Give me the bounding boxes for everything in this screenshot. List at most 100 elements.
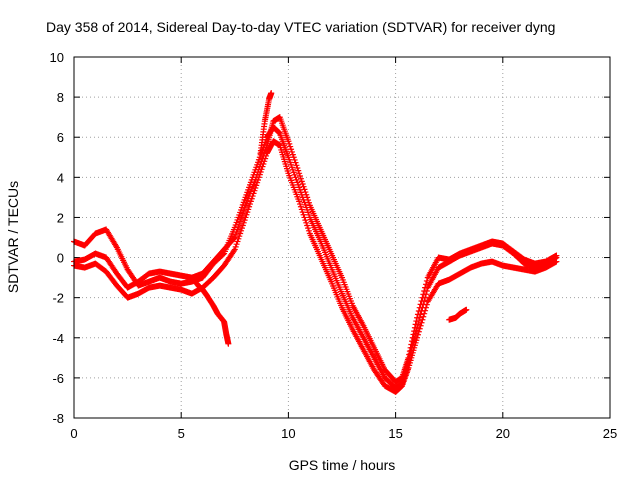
x-tick-label: 5 <box>178 426 185 441</box>
y-tick-labels: -8 -6 -4 -2 0 2 4 6 8 10 <box>50 50 64 426</box>
data-point <box>409 338 416 345</box>
data-point <box>237 230 244 237</box>
data-point <box>413 318 420 325</box>
data-point <box>231 234 238 241</box>
data-point <box>240 207 247 214</box>
data-point <box>237 218 244 225</box>
data-point <box>242 214 249 221</box>
data-point <box>418 319 425 326</box>
series-spike-near-9h <box>257 90 275 157</box>
data-point <box>420 313 427 320</box>
series-track-b <box>71 138 560 395</box>
data-point <box>241 205 248 212</box>
data-point <box>302 189 309 196</box>
data-point <box>300 183 307 190</box>
x-tick-label: 0 <box>70 426 77 441</box>
data-point <box>253 182 260 189</box>
data-layer <box>71 90 560 395</box>
y-tick-label: 4 <box>57 170 64 185</box>
data-point <box>408 341 415 348</box>
data-point <box>297 172 304 179</box>
data-point <box>238 213 245 220</box>
data-point <box>257 160 264 167</box>
data-point <box>296 170 303 177</box>
data-point <box>244 209 251 216</box>
data-point <box>417 322 424 329</box>
data-point <box>285 138 292 145</box>
x-tick-label: 25 <box>603 426 617 441</box>
y-tick-label: 8 <box>57 90 64 105</box>
data-point <box>240 219 247 226</box>
data-point <box>234 226 241 233</box>
data-point <box>232 243 239 250</box>
data-point <box>292 159 299 166</box>
data-point <box>301 214 308 221</box>
x-tick-label: 20 <box>496 426 510 441</box>
data-point <box>236 233 243 240</box>
data-point <box>287 143 294 150</box>
data-point <box>421 287 428 294</box>
data-point <box>419 294 426 301</box>
data-point <box>225 340 232 347</box>
data-point <box>255 166 262 173</box>
data-point <box>414 314 421 321</box>
data-point <box>422 281 429 288</box>
data-point <box>409 334 416 341</box>
data-point <box>297 203 304 210</box>
data-point <box>303 219 310 226</box>
x-axis-title: GPS time / hours <box>289 457 396 473</box>
data-point <box>254 179 261 186</box>
data-point <box>245 206 252 213</box>
data-point <box>241 217 248 224</box>
data-point <box>233 241 240 248</box>
data-point <box>294 164 301 171</box>
data-point <box>297 201 304 208</box>
data-point <box>268 90 275 97</box>
data-point <box>253 174 260 181</box>
data-point <box>422 284 429 291</box>
x-tick-label: 15 <box>388 426 402 441</box>
data-point <box>416 325 423 332</box>
x-tick-labels: 0 5 10 15 20 25 <box>70 426 617 441</box>
data-point <box>235 223 242 230</box>
grid-layer <box>74 57 610 418</box>
data-point <box>231 246 238 253</box>
data-point <box>304 194 311 201</box>
data-point <box>417 301 424 308</box>
data-point <box>246 203 253 210</box>
data-point <box>418 298 425 305</box>
data-point <box>305 225 312 232</box>
data-point <box>304 222 311 229</box>
data-point <box>422 307 429 314</box>
data-point <box>301 186 308 193</box>
data-point <box>406 348 413 355</box>
data-point <box>553 252 560 259</box>
data-point <box>303 191 310 198</box>
y-tick-label: 2 <box>57 210 64 225</box>
data-point <box>238 215 245 222</box>
data-point <box>232 231 239 238</box>
data-point <box>255 168 262 175</box>
data-point <box>407 344 414 351</box>
plot-frame <box>73 56 611 419</box>
data-point <box>300 211 307 218</box>
data-point <box>419 316 426 323</box>
data-point <box>422 304 429 311</box>
data-point <box>406 351 413 358</box>
data-point <box>421 310 428 317</box>
y-tick-label: 10 <box>50 50 64 65</box>
data-point <box>296 198 303 205</box>
y-tick-label: -8 <box>52 411 64 426</box>
data-point <box>553 258 560 265</box>
data-point <box>423 301 430 308</box>
y-tick-label: 6 <box>57 130 64 145</box>
data-point <box>256 163 263 170</box>
data-point <box>247 198 254 205</box>
data-point <box>259 155 266 162</box>
data-point <box>405 354 412 361</box>
data-point <box>410 331 417 338</box>
data-point <box>238 227 245 234</box>
data-point <box>230 247 237 254</box>
chart-title: Day 358 of 2014, Sidereal Day-to-day VTE… <box>46 19 555 35</box>
